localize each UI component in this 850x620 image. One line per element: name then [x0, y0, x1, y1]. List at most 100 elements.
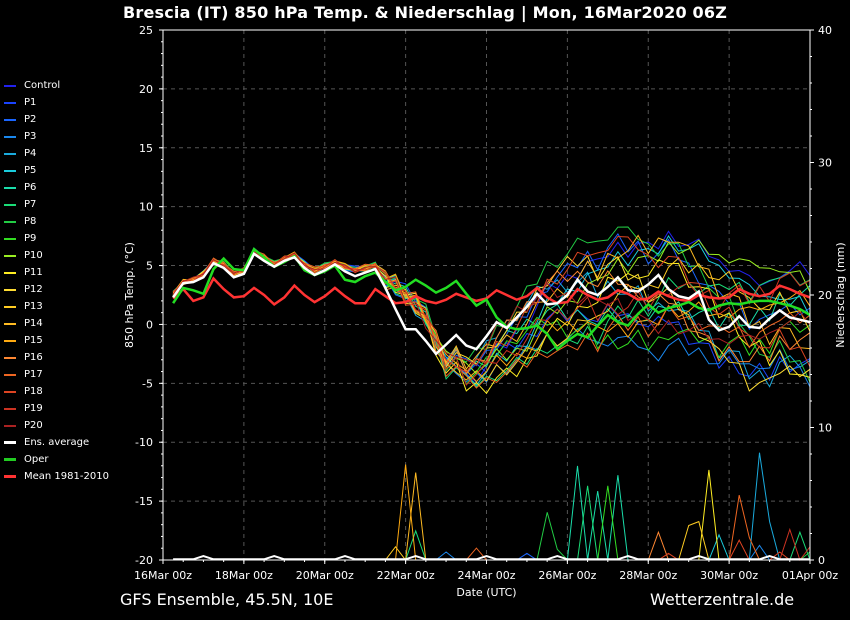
x-axis-label: Date (UTC): [456, 586, 516, 599]
ensemble-member-line: [172, 251, 811, 392]
legend-label: Control: [24, 80, 61, 91]
legend-swatch: [4, 424, 16, 427]
y-tick-label: 25: [139, 24, 153, 37]
legend-swatch: [4, 390, 16, 393]
legend-swatch: [4, 288, 16, 291]
legend-swatch: [4, 186, 16, 189]
legend-label: P18: [24, 386, 43, 397]
legend-swatch: [4, 271, 16, 274]
legend-label: P12: [24, 284, 43, 295]
legend-swatch: [4, 220, 16, 223]
legend-label: P7: [24, 199, 37, 210]
ensemble-member-line: [172, 249, 811, 386]
plot-frame: [162, 29, 811, 561]
legend-item: P16: [4, 349, 109, 366]
legend-item: P10: [4, 247, 109, 264]
legend-label: P14: [24, 318, 43, 329]
legend-swatch: [4, 203, 16, 206]
y-tick-label: 0: [146, 318, 153, 331]
legend-label: P3: [24, 131, 37, 142]
legend-item: P8: [4, 213, 109, 230]
footer-source: Wetterzentrale.de: [650, 590, 795, 609]
legend-label: P20: [24, 420, 43, 431]
legend-label: P17: [24, 369, 43, 380]
legend-item: P4: [4, 145, 109, 162]
ens-average-precip-line: [173, 554, 810, 561]
x-tick-label: 16Mar 00z: [134, 569, 192, 582]
x-tick-label: 01Apr 00z: [782, 569, 839, 582]
legend-item: P6: [4, 179, 109, 196]
legend-item: P7: [4, 196, 109, 213]
legend-swatch: [4, 305, 16, 308]
ensemble-member-line: [172, 248, 811, 395]
legend-swatch: [4, 475, 16, 478]
legend-swatch: [4, 118, 16, 121]
x-tick-label: 28Mar 00z: [619, 569, 677, 582]
x-tick-label: 26Mar 00z: [538, 569, 596, 582]
legend-label: P5: [24, 165, 37, 176]
legend-label: P10: [24, 250, 43, 261]
footer-model: GFS Ensemble, 45.5N, 10E: [120, 590, 334, 609]
legend-item: P17: [4, 366, 109, 383]
y-tick-label: 5: [146, 260, 153, 273]
legend-label: P6: [24, 182, 37, 193]
y2-tick-label: 0: [818, 554, 825, 567]
legend-label: P9: [24, 233, 37, 244]
legend-label: P13: [24, 301, 43, 312]
legend-item: P15: [4, 332, 109, 349]
y-tick-label: -5: [142, 377, 153, 390]
legend-swatch: [4, 84, 16, 87]
x-tick-label: 24Mar 00z: [457, 569, 515, 582]
precip-member-line: [173, 533, 810, 561]
legend-item: P18: [4, 383, 109, 400]
y-tick-label: 15: [139, 142, 153, 155]
y-tick-label: -10: [135, 436, 153, 449]
x-tick-label: 30Mar 00z: [700, 569, 758, 582]
legend-swatch: [4, 373, 16, 376]
legend-label: Mean 1981-2010: [24, 471, 109, 482]
legend-label: P2: [24, 114, 37, 125]
legend-item: P11: [4, 264, 109, 281]
legend-swatch: [4, 135, 16, 138]
legend-item: P9: [4, 230, 109, 247]
legend-item: P1: [4, 94, 109, 111]
y-tick-label: 20: [139, 83, 153, 96]
y-axis-label: 850 hPa Temp. (°C): [123, 242, 136, 348]
legend-swatch: [4, 237, 16, 240]
legend-label: P1: [24, 97, 37, 108]
y2-tick-label: 20: [818, 289, 832, 302]
precip-member-line: [173, 452, 810, 561]
chart-title: Brescia (IT) 850 hPa Temp. & Niederschla…: [122, 3, 728, 22]
y2-tick-label: 30: [818, 157, 832, 170]
legend-item: P19: [4, 400, 109, 417]
y-tick-label: -20: [135, 554, 153, 567]
legend-label: Ens. average: [24, 437, 90, 448]
y-tick-label: 10: [139, 201, 153, 214]
legend-item: P5: [4, 162, 109, 179]
legend-item: P14: [4, 315, 109, 332]
legend-item: P2: [4, 111, 109, 128]
y2-tick-label: 10: [818, 422, 832, 435]
legend-label: P16: [24, 352, 43, 363]
main-lines: [172, 247, 811, 561]
climate-mean-line: [172, 276, 811, 307]
y2-tick-label: 40: [818, 24, 832, 37]
x-tick-label: 18Mar 00z: [215, 569, 273, 582]
legend-swatch: [4, 254, 16, 257]
legend-swatch: [4, 441, 16, 444]
legend-item: Mean 1981-2010: [4, 468, 109, 485]
x-tick-label: 20Mar 00z: [296, 569, 354, 582]
legend-label: P15: [24, 335, 43, 346]
legend: Control P1 P2 P3 P4 P5 P6 P7 P8 P9 P10 P11 P12 P13 P14…: [4, 77, 109, 485]
legend-swatch: [4, 152, 16, 155]
legend-swatch: [4, 339, 16, 342]
legend-item: Oper: [4, 451, 109, 468]
legend-swatch: [4, 407, 16, 410]
legend-swatch: [4, 101, 16, 104]
x-tick-label: 22Mar 00z: [377, 569, 435, 582]
precip-member-line: [173, 520, 810, 561]
legend-label: P11: [24, 267, 43, 278]
legend-swatch: [4, 169, 16, 172]
legend-item: P3: [4, 128, 109, 145]
